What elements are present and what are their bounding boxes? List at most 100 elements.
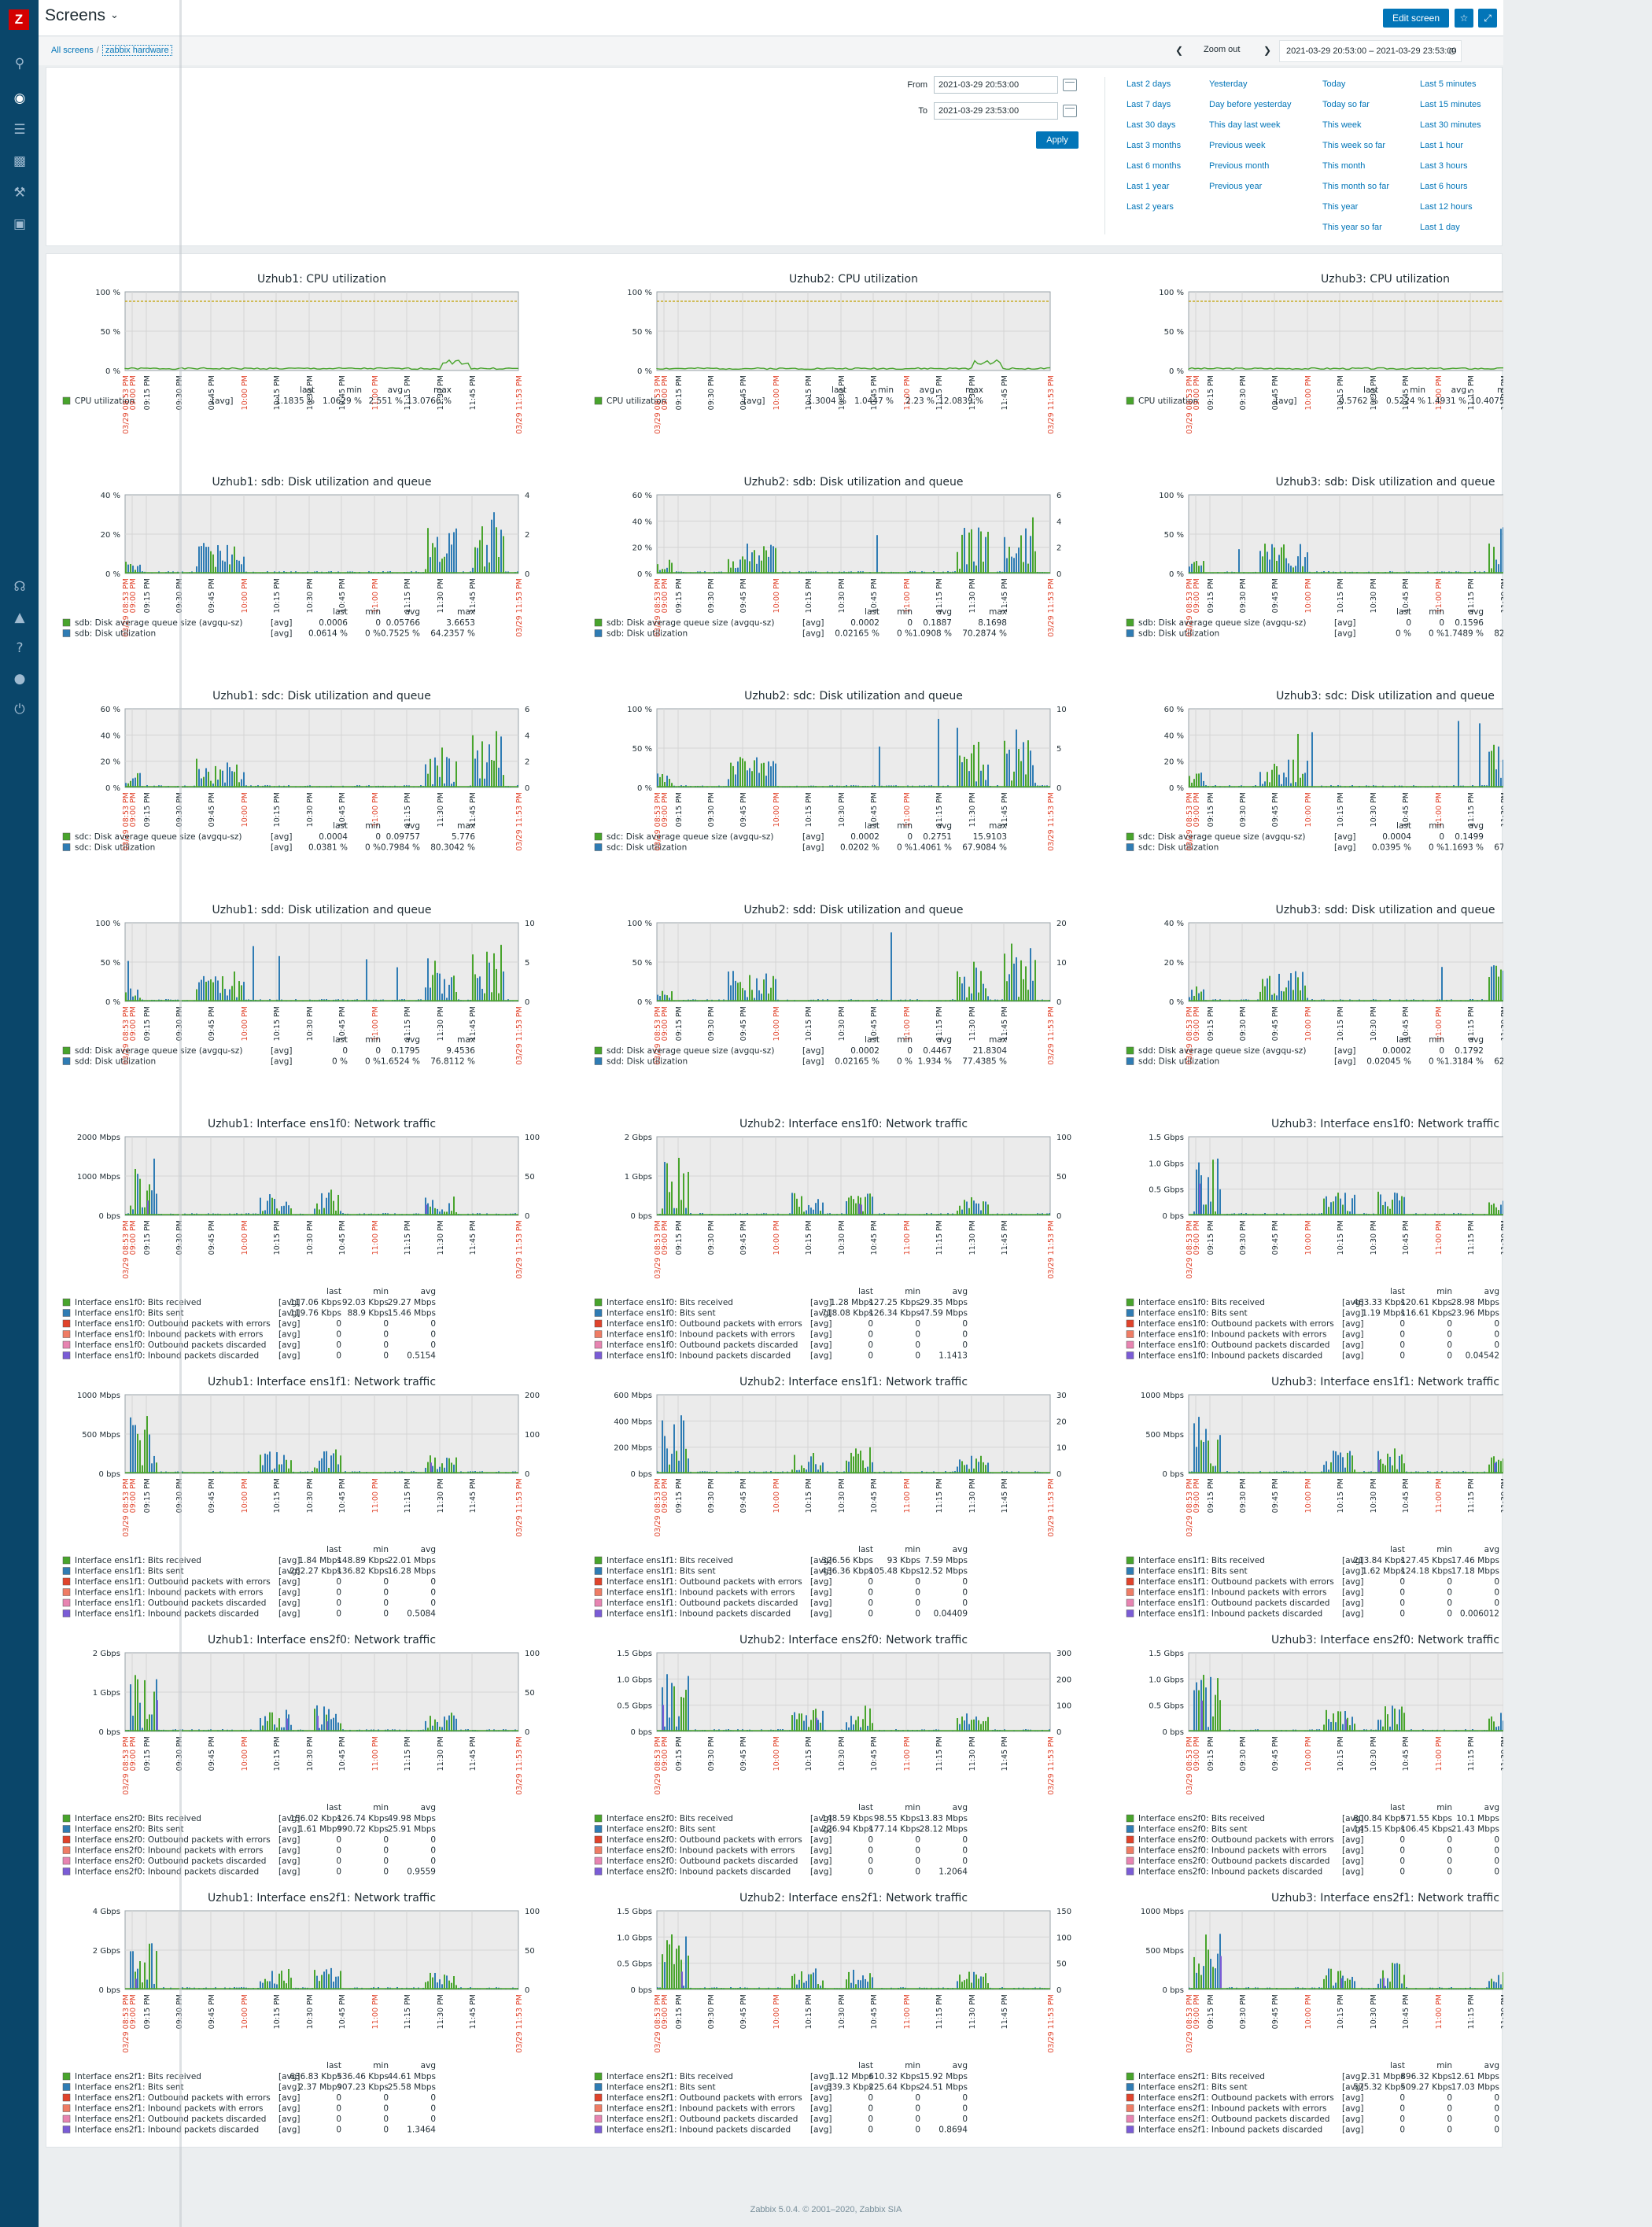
quick-range-link[interactable]: Today <box>1322 79 1346 89</box>
quick-range-link[interactable]: Last 6 months <box>1127 161 1182 171</box>
series-bar <box>862 1975 864 1989</box>
graph-12[interactable]: Uzhub3: sdd: Disk utilization and queue0… <box>1126 904 1503 1067</box>
graph-9[interactable]: Uzhub3: sdc: Disk utilization and queue0… <box>1126 690 1503 853</box>
calendar-icon[interactable] <box>1063 79 1077 91</box>
graph-10[interactable]: Uzhub1: sdd: Disk utilization and queue0… <box>62 904 535 1067</box>
quick-range-link[interactable]: Last 30 days <box>1127 120 1176 130</box>
graph-24[interactable]: Uzhub3: Interface ens2f1: Network traffi… <box>1126 1892 1503 2135</box>
graph-4[interactable]: Uzhub1: sdb: Disk utilization and queue0… <box>62 476 529 639</box>
quick-range-link[interactable]: Yesterday <box>1209 79 1248 89</box>
quick-range-link[interactable]: Previous week <box>1209 141 1266 150</box>
quick-range-link[interactable]: Last 30 minutes <box>1420 120 1481 130</box>
monitoring-eye-icon[interactable]: ◉ <box>13 90 26 106</box>
series-bar <box>961 983 963 1001</box>
quick-range-link[interactable]: This year <box>1322 202 1359 212</box>
star-icon[interactable]: ☆ <box>1455 9 1473 28</box>
quick-range-link[interactable]: Last 3 hours <box>1420 161 1468 171</box>
graph-7[interactable]: Uzhub1: sdc: Disk utilization and queue0… <box>62 690 529 853</box>
graph-23[interactable]: Uzhub2: Interface ens2f1: Network traffi… <box>594 1892 1071 2135</box>
breadcrumb-all-screens[interactable]: All screens <box>51 46 94 55</box>
graph-17[interactable]: Uzhub2: Interface ens1f1: Network traffi… <box>594 1376 1067 1619</box>
to-input[interactable]: 2021-03-29 23:53:00 <box>934 102 1058 120</box>
reports-chart-icon[interactable]: ▩ <box>13 153 27 169</box>
graph-22[interactable]: Uzhub1: Interface ens2f1: Network traffi… <box>62 1892 540 2135</box>
series-bar <box>157 1700 158 1731</box>
graph-13[interactable]: Uzhub1: Interface ens1f0: Network traffi… <box>62 1118 540 1361</box>
graph-14[interactable]: Uzhub2: Interface ens1f0: Network traffi… <box>594 1118 1071 1361</box>
zabbix-logo[interactable]: Z <box>9 9 29 30</box>
quick-range-link[interactable]: This day last week <box>1209 120 1281 130</box>
quick-range-link[interactable]: This year so far <box>1322 223 1382 232</box>
chevron-down-icon[interactable]: ⌄ <box>110 9 119 20</box>
quick-range-link[interactable]: Last 12 hours <box>1420 202 1473 212</box>
legend-name: Interface ens2f0: Outbound packets disca… <box>607 1856 798 1866</box>
quick-range-link[interactable]: Today so far <box>1322 100 1370 109</box>
graph-20[interactable]: Uzhub2: Interface ens2f0: Network traffi… <box>594 1634 1071 1877</box>
configuration-wrench-icon[interactable]: ⚒ <box>13 185 26 201</box>
calendar-icon[interactable] <box>1063 105 1077 117</box>
time-forward-icon[interactable]: ❯ <box>1263 45 1272 56</box>
series-bar <box>985 988 986 1001</box>
legend-value: 0 <box>1399 1577 1405 1587</box>
quick-range-link[interactable]: Last 2 days <box>1127 79 1171 89</box>
series-bar <box>1292 759 1294 787</box>
search-icon[interactable]: ⚲ <box>14 56 25 72</box>
quick-range-link[interactable]: Last 15 minutes <box>1420 100 1481 109</box>
quick-range-link[interactable]: Previous month <box>1209 161 1270 171</box>
support-headset-icon[interactable]: ☊ <box>13 579 26 595</box>
user-icon[interactable]: ● <box>13 671 26 687</box>
y2-axis-label: 0 <box>1056 1470 1061 1479</box>
legend-agg: [avg] <box>810 1319 832 1329</box>
quick-range-link[interactable]: This month so far <box>1322 182 1389 191</box>
graph-16[interactable]: Uzhub1: Interface ens1f1: Network traffi… <box>62 1376 540 1619</box>
legend-value: 1.6524 % <box>381 1057 420 1067</box>
inventory-list-icon[interactable]: ☰ <box>13 122 26 138</box>
zoom-out-button[interactable]: Zoom out <box>1204 45 1241 54</box>
graph-6[interactable]: Uzhub3: sdb: Disk utilization and queue0… <box>1126 476 1503 639</box>
apply-button[interactable]: Apply <box>1036 131 1079 149</box>
page-title[interactable]: Screens ⌄ <box>45 6 119 25</box>
quick-range-link[interactable]: Last 3 months <box>1127 141 1182 150</box>
quick-range-link[interactable]: Last 1 year <box>1127 182 1170 191</box>
graph-15[interactable]: Uzhub3: Interface ens1f0: Network traffi… <box>1126 1118 1503 1361</box>
quick-range-link[interactable]: Day before yesterday <box>1209 100 1292 109</box>
graph-5[interactable]: Uzhub2: sdb: Disk utilization and queue0… <box>594 476 1061 639</box>
graph-11[interactable]: Uzhub2: sdd: Disk utilization and queue0… <box>594 904 1067 1067</box>
quick-range-link[interactable]: Last 6 hours <box>1420 182 1468 191</box>
graph-18[interactable]: Uzhub3: Interface ens1f1: Network traffi… <box>1126 1376 1503 1619</box>
quick-range-link[interactable]: This week <box>1322 120 1362 130</box>
series-bar <box>1004 740 1005 787</box>
quick-range-link[interactable]: This month <box>1322 161 1366 171</box>
series-bar <box>671 1453 673 1473</box>
quick-range-link[interactable]: Last 1 day <box>1420 223 1460 232</box>
fullscreen-icon[interactable]: ⤢ <box>1478 9 1497 28</box>
series-bar <box>319 1209 320 1215</box>
series-bar <box>330 1189 332 1215</box>
breadcrumb-current[interactable]: zabbix hardware <box>101 45 172 56</box>
quick-range-link[interactable]: This week so far <box>1322 141 1386 150</box>
help-icon[interactable]: ? <box>16 640 24 656</box>
series-bar <box>271 1197 273 1215</box>
quick-range-link[interactable]: Last 5 minutes <box>1420 79 1477 89</box>
graph-21[interactable]: Uzhub3: Interface ens2f0: Network traffi… <box>1126 1634 1503 1877</box>
share-icon[interactable]: ▲ <box>14 610 25 625</box>
time-range-tab[interactable]: 2021-03-29 20:53:00 – 2021-03-29 23:53:0… <box>1279 40 1462 62</box>
sign-out-icon[interactable]: ⏻ <box>14 702 25 717</box>
graph-19[interactable]: Uzhub1: Interface ens2f0: Network traffi… <box>62 1634 540 1877</box>
quick-range-link[interactable]: Previous year <box>1209 182 1263 191</box>
quick-range-link[interactable]: Last 7 days <box>1127 100 1171 109</box>
legend-header: avg <box>421 1287 436 1296</box>
series-bar <box>151 1943 153 1989</box>
from-input[interactable]: 2021-03-29 20:53:00 <box>934 76 1058 94</box>
edit-screen-button[interactable]: Edit screen <box>1383 9 1449 28</box>
y-axis-label: 0.5 Gbps <box>617 1960 652 1969</box>
quick-range-link[interactable]: Last 1 hour <box>1420 141 1464 150</box>
quick-range-link[interactable]: Last 2 years <box>1127 202 1174 212</box>
legend-swatch <box>594 1340 603 1349</box>
graph-8[interactable]: Uzhub2: sdc: Disk utilization and queue0… <box>594 690 1067 853</box>
administration-gear-icon[interactable]: ▣ <box>13 216 27 232</box>
time-back-icon[interactable]: ❮ <box>1175 45 1184 56</box>
